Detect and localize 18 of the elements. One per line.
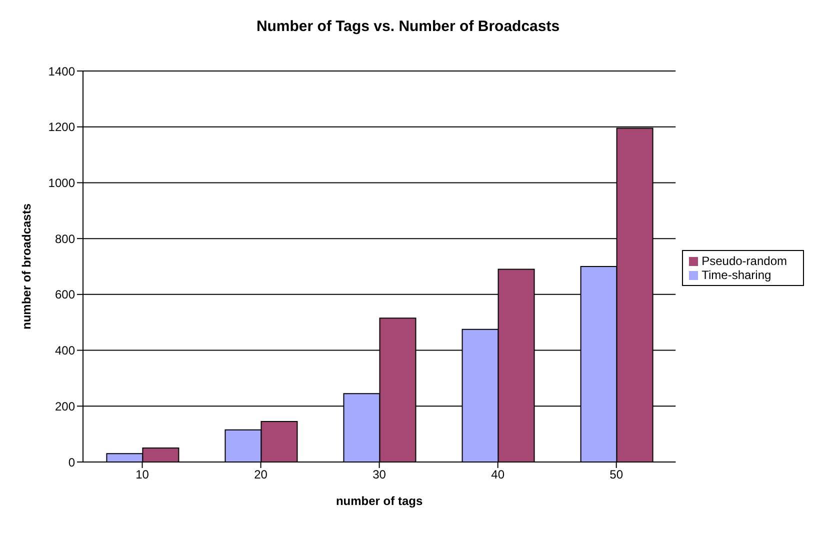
y-tick-label: 400: [54, 344, 76, 358]
x-tick-label: 30: [372, 468, 386, 482]
x-tick-label: 20: [254, 468, 268, 482]
x-tick-label: 50: [610, 468, 624, 482]
x-tick-label: 10: [136, 468, 150, 482]
y-tick-label: 200: [54, 399, 76, 414]
y-axis-title: number of broadcasts: [19, 203, 34, 330]
y-tick-label: 600: [54, 288, 76, 302]
y-tick-label: 0: [68, 455, 76, 470]
y-tick-label: 1400: [48, 64, 76, 78]
x-axis-title: number of tags: [336, 494, 423, 508]
y-tick-label: 1200: [48, 120, 76, 134]
legend-label: Time-sharing: [702, 268, 772, 282]
y-tick-label: 800: [54, 232, 76, 246]
chart-title: Number of Tags vs. Number of Broadcasts: [255, 18, 561, 35]
legend-label: Pseudo-random: [702, 254, 787, 268]
x-tick-label: 40: [491, 468, 505, 482]
y-tick-label: 1000: [48, 176, 76, 190]
